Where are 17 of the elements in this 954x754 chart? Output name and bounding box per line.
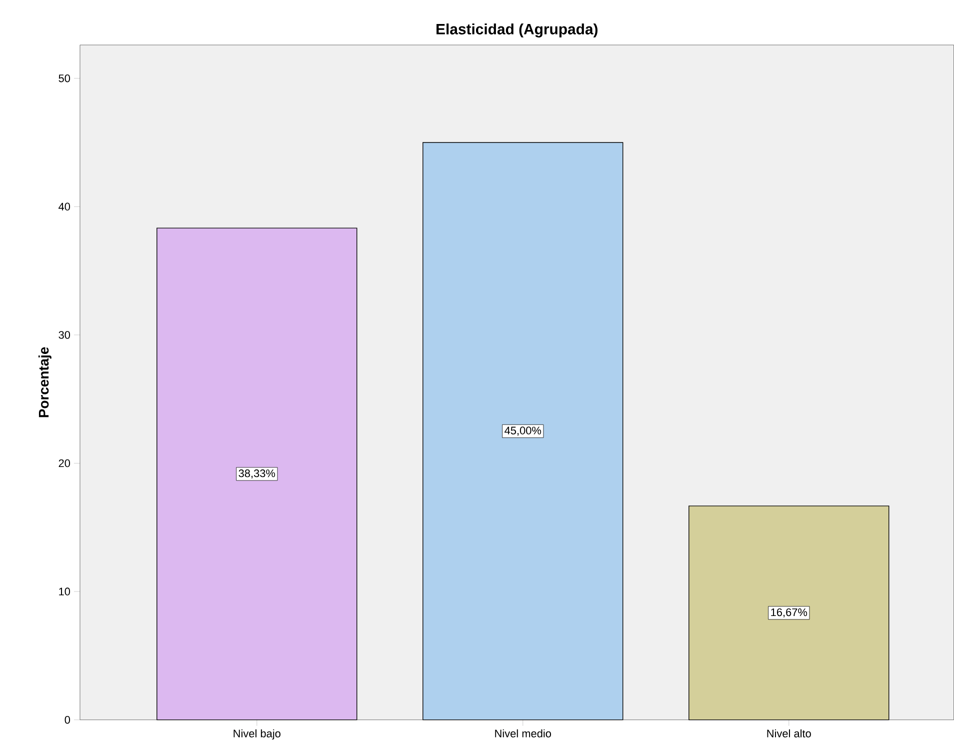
x-tick-label: Nivel alto — [767, 729, 811, 738]
y-axis-title: Porcentaje — [38, 347, 52, 418]
x-tick-label: Nivel medio — [495, 729, 552, 738]
bar — [156, 228, 358, 720]
chart-title: Elasticidad (Agrupada) — [436, 24, 598, 38]
data-label: 45,00% — [504, 426, 542, 436]
y-tick-label: 50 — [58, 74, 70, 82]
bar — [422, 142, 624, 720]
y-tick-label: 0 — [64, 716, 70, 724]
y-tick-label: 40 — [58, 202, 70, 211]
x-tick-label: Nivel bajo — [234, 729, 280, 740]
y-tick-label: 30 — [58, 331, 70, 339]
bar — [688, 506, 890, 720]
data-label: 38,33% — [238, 470, 276, 479]
y-tick-label: 20 — [58, 459, 70, 468]
data-label: 16,67% — [771, 608, 808, 618]
y-tick-label: 10 — [59, 588, 70, 596]
